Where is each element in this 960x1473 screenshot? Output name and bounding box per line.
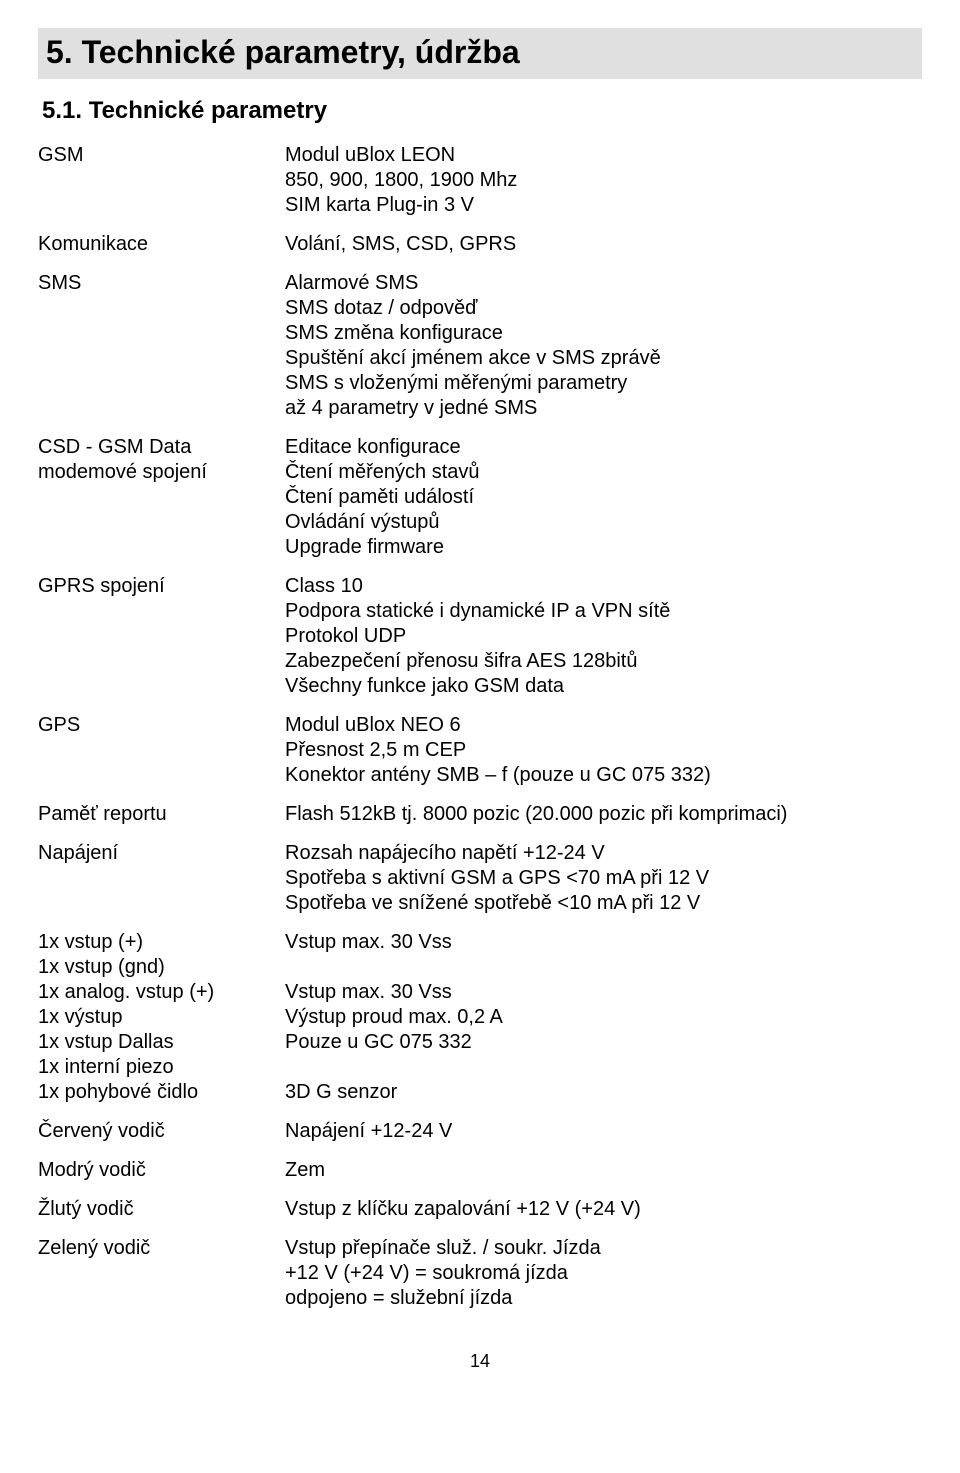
spec-label: Komunikace (38, 232, 285, 271)
spec-value: Editace konfiguraceČtení měřených stavůČ… (285, 435, 922, 574)
page-number: 14 (38, 1351, 922, 1372)
spec-label: Žlutý vodič (38, 1197, 285, 1236)
spec-value: Rozsah napájecího napětí +12-24 VSpotřeb… (285, 841, 922, 930)
spec-label: GSM (38, 143, 285, 232)
table-row: 1x vstup (+)1x vstup (gnd)1x analog. vst… (38, 930, 922, 1119)
table-row: GPRS spojeníClass 10Podpora statické i d… (38, 574, 922, 713)
spec-label: 1x vstup (+)1x vstup (gnd)1x analog. vst… (38, 930, 285, 1119)
spec-value: Vstup přepínače služ. / soukr. Jízda+12 … (285, 1236, 922, 1325)
spec-table: GSMModul uBlox LEON850, 900, 1800, 1900 … (38, 143, 922, 1325)
spec-value: Napájení +12-24 V (285, 1119, 922, 1158)
spec-value: Class 10Podpora statické i dynamické IP … (285, 574, 922, 713)
section-heading-minor: 5.1. Technické parametry (42, 97, 922, 125)
table-row: Žlutý vodičVstup z klíčku zapalování +12… (38, 1197, 922, 1236)
spec-label: GPRS spojení (38, 574, 285, 713)
spec-label: Zelený vodič (38, 1236, 285, 1325)
spec-value: Zem (285, 1158, 922, 1197)
spec-value: Modul uBlox LEON850, 900, 1800, 1900 Mhz… (285, 143, 922, 232)
spec-value: Vstup max. 30 Vss Vstup max. 30 VssVýstu… (285, 930, 922, 1119)
table-row: GSMModul uBlox LEON850, 900, 1800, 1900 … (38, 143, 922, 232)
spec-label: Modrý vodič (38, 1158, 285, 1197)
spec-label: Červený vodič (38, 1119, 285, 1158)
table-row: NapájeníRozsah napájecího napětí +12-24 … (38, 841, 922, 930)
spec-value: Flash 512kB tj. 8000 pozic (20.000 pozic… (285, 802, 922, 841)
spec-value: Volání, SMS, CSD, GPRS (285, 232, 922, 271)
table-row: Zelený vodičVstup přepínače služ. / souk… (38, 1236, 922, 1325)
spec-label: CSD - GSM Datamodemové spojení (38, 435, 285, 574)
table-row: Modrý vodičZem (38, 1158, 922, 1197)
table-row: KomunikaceVolání, SMS, CSD, GPRS (38, 232, 922, 271)
table-row: CSD - GSM Datamodemové spojeníEditace ko… (38, 435, 922, 574)
spec-label: GPS (38, 713, 285, 802)
table-row: GPSModul uBlox NEO 6Přesnost 2,5 m CEPKo… (38, 713, 922, 802)
spec-value: Alarmové SMSSMS dotaz / odpověďSMS změna… (285, 271, 922, 435)
spec-label: Napájení (38, 841, 285, 930)
table-row: SMSAlarmové SMSSMS dotaz / odpověďSMS zm… (38, 271, 922, 435)
spec-value: Vstup z klíčku zapalování +12 V (+24 V) (285, 1197, 922, 1236)
spec-label: SMS (38, 271, 285, 435)
table-row: Červený vodičNapájení +12-24 V (38, 1119, 922, 1158)
section-heading-major: 5. Technické parametry, údržba (38, 28, 922, 79)
table-row: Paměť reportuFlash 512kB tj. 8000 pozic … (38, 802, 922, 841)
spec-value: Modul uBlox NEO 6Přesnost 2,5 m CEPKonek… (285, 713, 922, 802)
spec-label: Paměť reportu (38, 802, 285, 841)
